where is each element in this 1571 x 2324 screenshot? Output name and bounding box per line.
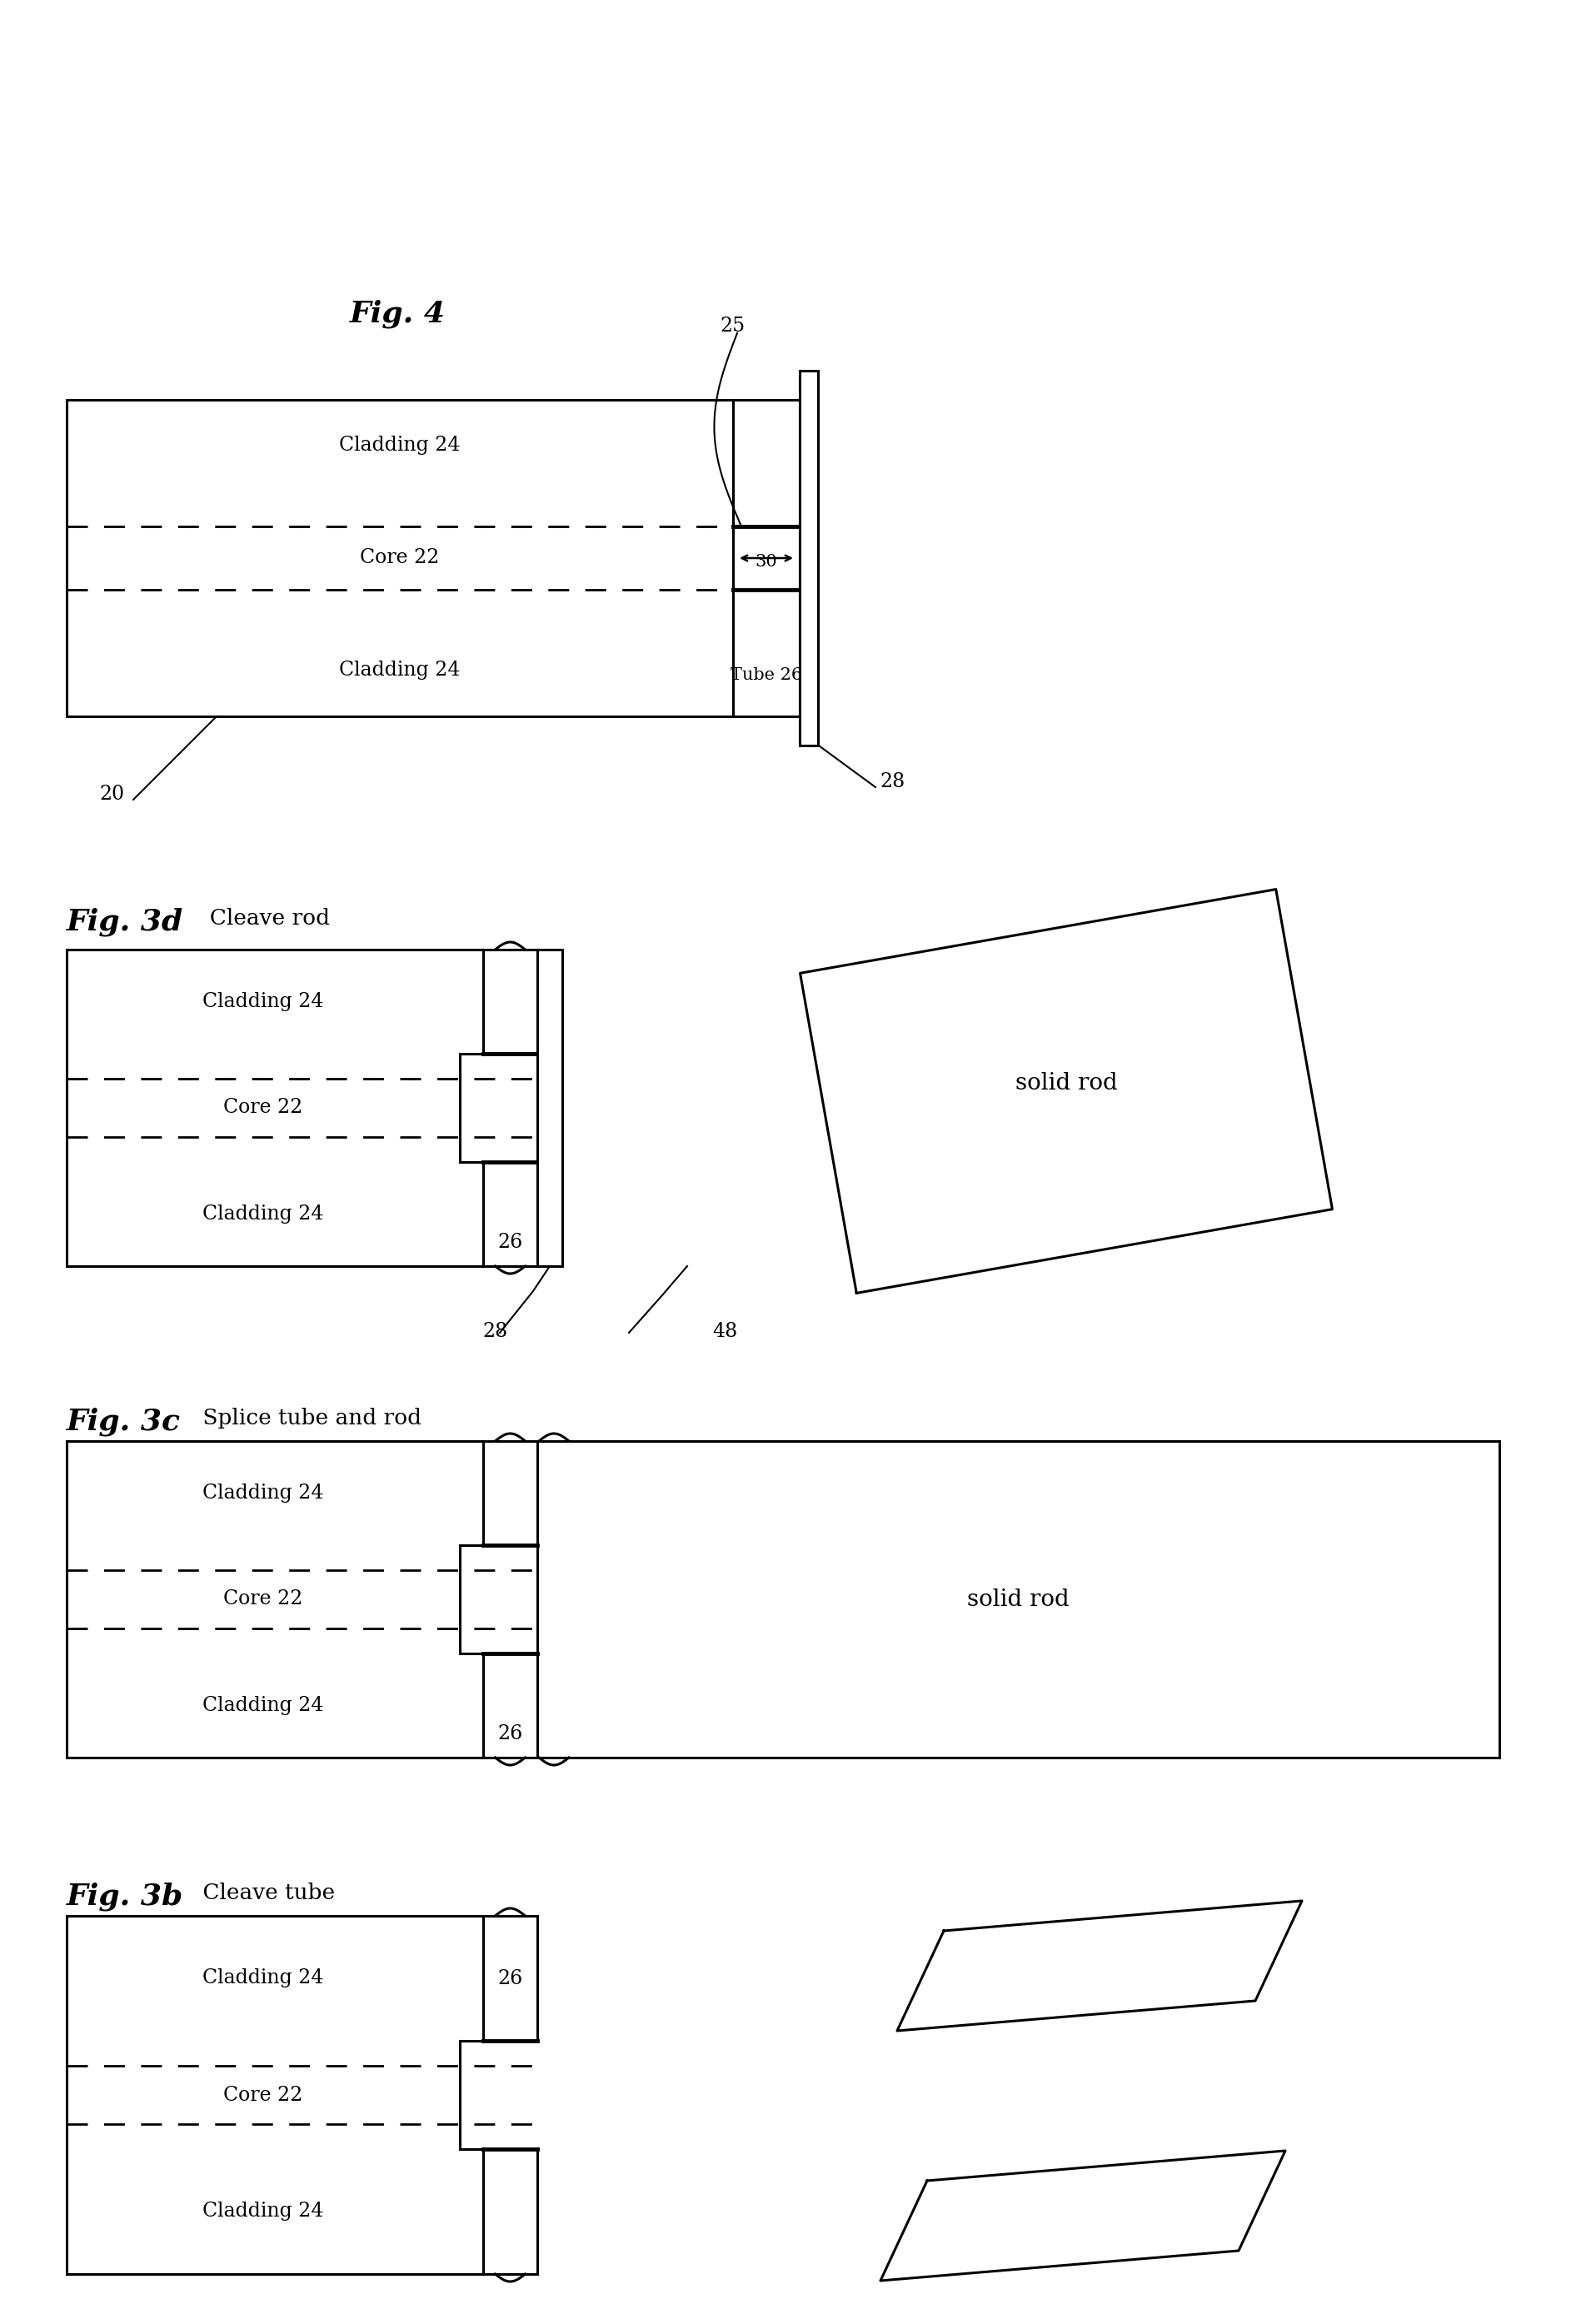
Text: 30: 30: [756, 553, 778, 569]
Text: Cladding 24: Cladding 24: [203, 1697, 324, 1715]
Bar: [537, 1441, 1499, 1757]
Text: Core 22: Core 22: [223, 1099, 303, 1118]
Text: Cladding 24: Cladding 24: [203, 1968, 324, 1987]
Text: Tube 26: Tube 26: [731, 667, 803, 683]
Text: 20: 20: [101, 786, 126, 804]
Text: Cladding 24: Cladding 24: [203, 2201, 324, 2222]
Text: 26: 26: [498, 1234, 523, 1253]
Bar: [66, 400, 800, 716]
Text: Cladding 24: Cladding 24: [339, 660, 460, 681]
Bar: [484, 1441, 537, 1545]
Text: Cladding 24: Cladding 24: [203, 1483, 324, 1504]
Text: solid rod: solid rod: [1015, 1071, 1117, 1095]
Text: Fig. 3c: Fig. 3c: [66, 1408, 181, 1436]
Bar: [484, 1652, 537, 1757]
Bar: [800, 370, 818, 746]
Text: Core 22: Core 22: [223, 1590, 303, 1608]
Bar: [484, 1162, 537, 1267]
Bar: [484, 2150, 537, 2273]
Text: Fig. 4: Fig. 4: [350, 300, 446, 328]
Text: 26: 26: [498, 1724, 523, 1743]
Bar: [484, 1915, 537, 2040]
Text: Splice tube and rod: Splice tube and rod: [196, 1408, 421, 1429]
Text: 28: 28: [482, 1322, 509, 1341]
Text: 28: 28: [880, 772, 905, 792]
Text: Core 22: Core 22: [223, 2085, 303, 2106]
Text: Fig. 3b: Fig. 3b: [66, 1882, 184, 1910]
Text: Core 22: Core 22: [360, 548, 440, 567]
Text: Cladding 24: Cladding 24: [203, 992, 324, 1011]
Text: Cleave tube: Cleave tube: [196, 1882, 335, 1903]
Text: solid rod: solid rod: [968, 1587, 1070, 1611]
Bar: [484, 951, 537, 1053]
Text: Cladding 24: Cladding 24: [339, 437, 460, 456]
Bar: [537, 951, 562, 1267]
Text: 48: 48: [712, 1322, 737, 1341]
Text: Fig. 3d: Fig. 3d: [66, 909, 184, 937]
Text: 26: 26: [498, 1968, 523, 1987]
Text: Cladding 24: Cladding 24: [203, 1204, 324, 1225]
Text: Cleave rod: Cleave rod: [196, 909, 330, 930]
Text: 25: 25: [721, 316, 746, 335]
